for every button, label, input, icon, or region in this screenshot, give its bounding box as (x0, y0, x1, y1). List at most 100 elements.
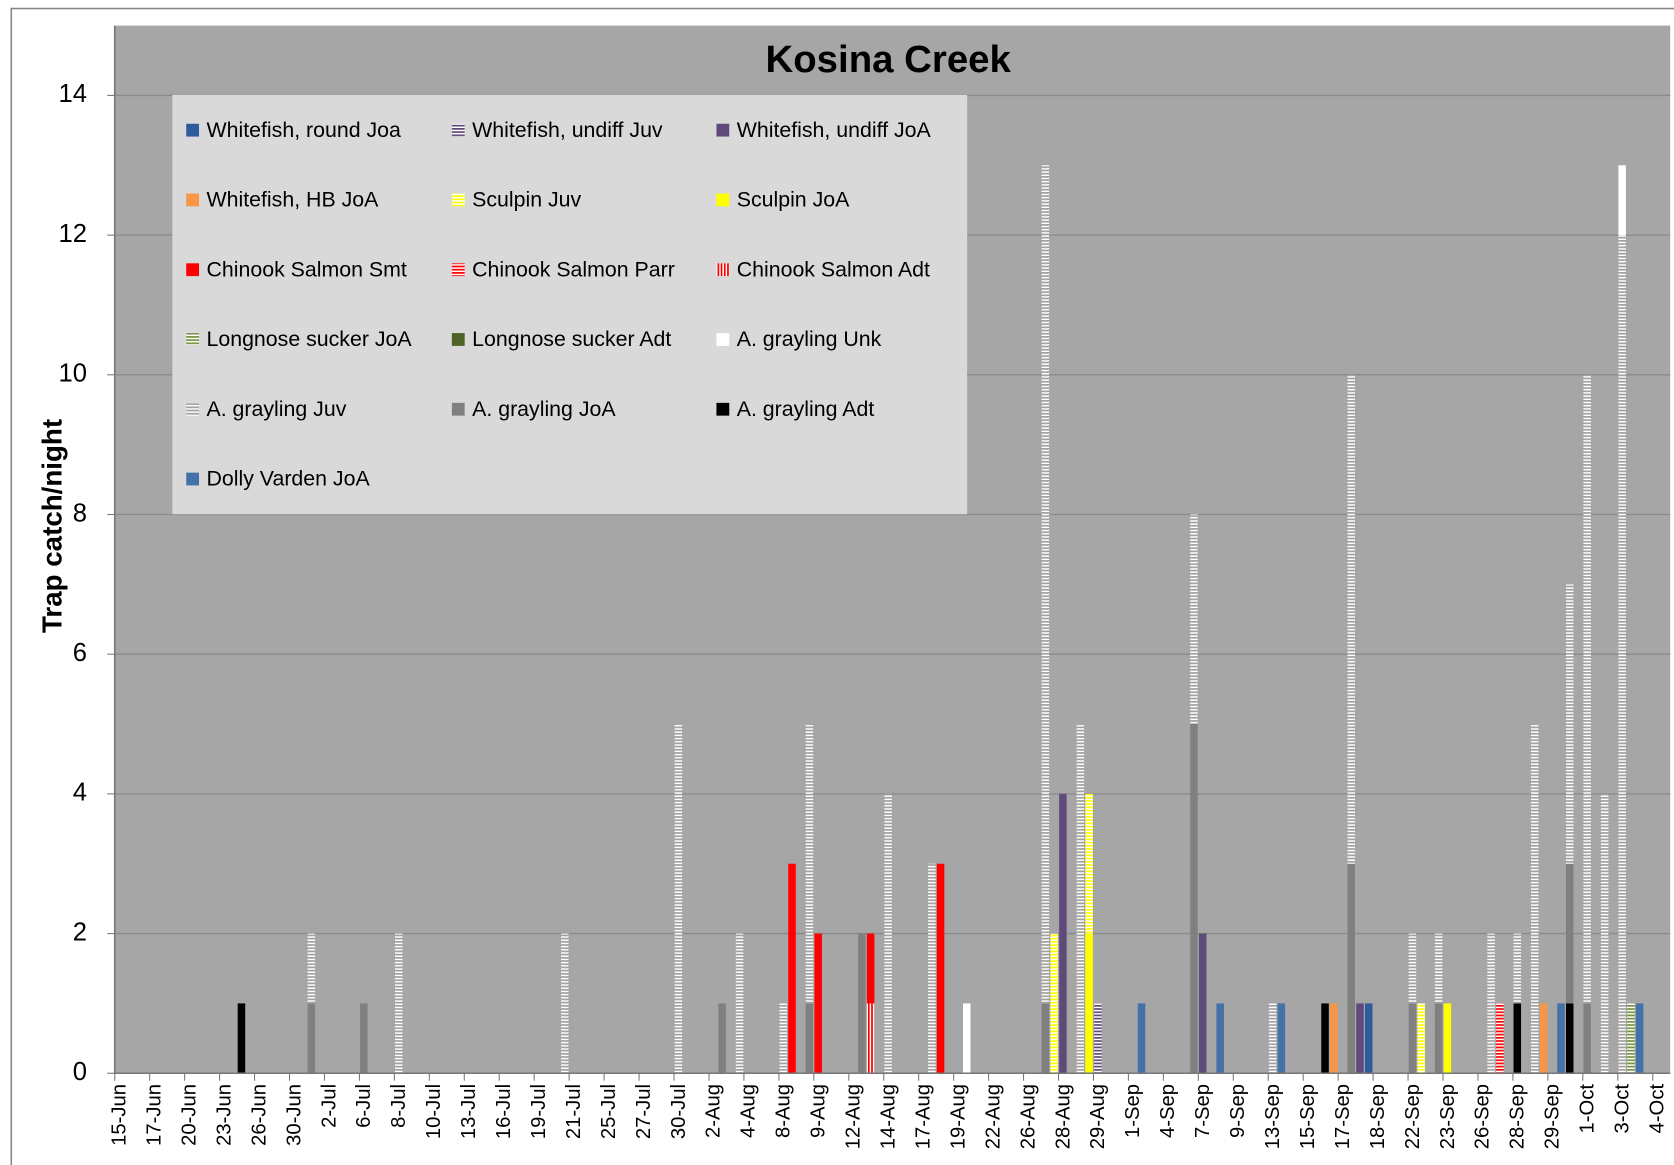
legend-label: A. grayling Adt (737, 397, 875, 421)
legend-swatch (451, 263, 465, 277)
x-tick-label: 25-Jul (598, 1084, 620, 1139)
x-tick-label: 4-Oct (1647, 1084, 1669, 1134)
x-tick-label: 8-Aug (773, 1084, 795, 1138)
x-tick-label: 10-Jul (423, 1084, 445, 1139)
bar-segment (1347, 374, 1356, 864)
bar-segment (1434, 933, 1443, 1004)
x-tick-label: 28-Sep (1507, 1084, 1529, 1149)
bar-segment (561, 933, 569, 1074)
x-tick-label: 29-Aug (1087, 1084, 1109, 1149)
legend-swatch (451, 193, 465, 207)
x-tick-label: 19-Jul (528, 1084, 550, 1139)
x-tick-label: 22-Aug (982, 1084, 1004, 1149)
legend-label: Whitefish, undiff JoA (737, 118, 932, 142)
legend-swatch (186, 193, 200, 207)
bar-segment (814, 933, 822, 1074)
bar-segment (962, 1003, 971, 1074)
x-tick-label: 21-Jul (563, 1084, 585, 1139)
x-tick-label: 6-Jul (353, 1084, 375, 1128)
bar-segment (1041, 165, 1050, 1004)
bar-segment (1041, 1003, 1050, 1074)
bar-segment (1565, 1003, 1574, 1074)
legend-swatch (186, 123, 200, 137)
bar-segment (928, 863, 936, 1074)
bar-segment (1600, 793, 1609, 1074)
bar-segment (1496, 1003, 1504, 1074)
bar-segment (936, 863, 945, 1074)
x-tick-label: 9-Sep (1227, 1084, 1249, 1138)
legend-swatch (186, 263, 200, 277)
legend-swatch (716, 333, 730, 346)
legend-label: A. grayling Unk (737, 327, 882, 351)
y-tick-label: 4 (73, 779, 87, 807)
x-tick-label: 2-Jul (318, 1084, 340, 1128)
legend-label: Whitefish, HB JoA (206, 188, 379, 212)
bar-segment (805, 724, 814, 1004)
bar-segment (1190, 724, 1198, 1074)
bar-segment (1190, 514, 1198, 725)
x-tick-label: 23-Sep (1437, 1084, 1459, 1149)
x-tick-label: 17-Jun (143, 1084, 165, 1146)
legend-swatch (451, 333, 465, 346)
bar-segment (1277, 1003, 1286, 1074)
bar-segment (1635, 1003, 1644, 1074)
x-tick-label: 28-Aug (1052, 1084, 1074, 1149)
bar-segment (779, 1003, 788, 1074)
y-axis-title: Trap catch/night (36, 419, 67, 633)
legend-label: Dolly Varden JoA (206, 467, 370, 491)
bar-segment (1565, 584, 1574, 864)
legend-swatch (186, 402, 200, 416)
bar-segment (1557, 1003, 1565, 1074)
bar-segment (1408, 1003, 1417, 1074)
y-tick-label: 12 (59, 220, 87, 248)
x-tick-label: 18-Sep (1367, 1084, 1389, 1149)
bar-segment (1330, 1003, 1338, 1074)
x-tick-label: 22-Sep (1402, 1084, 1424, 1149)
x-tick-label: 16-Jul (493, 1084, 515, 1139)
bar-segment (1513, 1003, 1522, 1074)
bar-segment (360, 1003, 368, 1074)
x-tick-label: 26-Jun (248, 1084, 270, 1146)
x-tick-label: 15-Jun (109, 1084, 131, 1146)
legend-swatch (716, 402, 730, 416)
bar-segment (1627, 1003, 1635, 1074)
bar-segment (1137, 1003, 1146, 1074)
legend-label: Sculpin JoA (737, 188, 850, 212)
y-tick-label: 8 (73, 499, 87, 527)
bar-segment (237, 1003, 246, 1074)
y-tick-label: 0 (73, 1058, 87, 1086)
legend-swatch (716, 193, 730, 207)
x-tick-label: 23-Jun (213, 1084, 235, 1146)
bar-segment (1085, 933, 1093, 1074)
bar-segment (1443, 1003, 1452, 1074)
y-tick-label: 6 (73, 639, 87, 667)
legend-box (172, 94, 968, 515)
bar-segment (1094, 1003, 1102, 1074)
legend-swatch (186, 333, 200, 346)
bar-segment (884, 793, 892, 1074)
bar-segment (858, 933, 866, 1074)
x-tick-label: 13-Jul (458, 1084, 480, 1139)
x-tick-label: 30-Jun (283, 1084, 305, 1146)
bar-segment (1618, 235, 1626, 1074)
legend-swatch (451, 123, 465, 137)
x-tick-label: 1-Oct (1577, 1084, 1599, 1134)
bar-segment (1356, 1003, 1364, 1074)
x-tick-label: 12-Aug (843, 1084, 865, 1149)
legend-label: Sculpin Juv (472, 188, 581, 212)
x-tick-label: 19-Aug (947, 1084, 969, 1149)
bar-segment (1565, 863, 1574, 1004)
bar-segment (674, 724, 683, 1074)
x-tick-label: 17-Sep (1332, 1084, 1354, 1149)
bar-segment (1417, 1003, 1425, 1074)
bar-segment (1085, 793, 1093, 934)
x-tick-label: 29-Sep (1542, 1084, 1564, 1149)
bar-segment (1050, 933, 1058, 1074)
y-tick-label: 14 (59, 80, 87, 108)
x-tick-label: 13-Sep (1262, 1084, 1284, 1149)
legend-swatch (451, 402, 465, 416)
bar-segment (1076, 724, 1085, 1074)
x-tick-label: 7-Sep (1192, 1084, 1214, 1138)
bar-segment (1059, 793, 1067, 1074)
